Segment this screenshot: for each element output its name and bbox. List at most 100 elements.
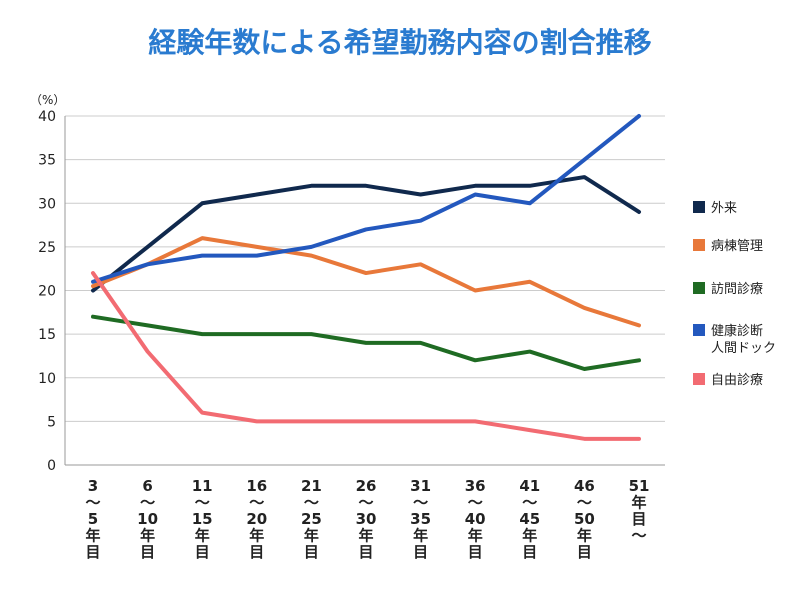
x-tick-label-part: 目 bbox=[577, 543, 592, 561]
x-tick-label-part: 目 bbox=[140, 543, 155, 561]
x-tick-label-part: 年 bbox=[631, 494, 646, 512]
series-line bbox=[91, 114, 641, 284]
x-tick-label-part: 〜 bbox=[195, 494, 210, 512]
x-tick-label-part: 目 bbox=[468, 543, 483, 561]
x-tick-label-part: 3 bbox=[88, 477, 98, 495]
chart-title: 経験年数による希望勤務内容の割合推移 bbox=[148, 26, 651, 59]
x-tick-label-part: 〜 bbox=[304, 494, 319, 512]
x-tick-label-part: 年 bbox=[522, 527, 537, 545]
x-tick-label: 6 〜 10 年目 bbox=[137, 477, 158, 561]
x-tick-label-part: 51 bbox=[629, 477, 650, 495]
x-tick-label-part: 50 bbox=[574, 510, 595, 528]
x-tick-label-part: 〜 bbox=[522, 494, 537, 512]
x-tick-label-part: 30 bbox=[356, 510, 377, 528]
legend-label: 外来 bbox=[711, 201, 737, 216]
x-tick-label-part: 年 bbox=[249, 527, 264, 545]
x-tick-label-part: 5 bbox=[88, 510, 98, 528]
x-tick-label-part: 40 bbox=[465, 510, 486, 528]
legend-label-line: 訪問診療 bbox=[711, 281, 763, 297]
x-tick-label: 26 〜 30 年目 bbox=[356, 477, 377, 561]
legend-label: 病棟管理 bbox=[711, 239, 763, 254]
series-line bbox=[91, 314, 641, 372]
x-tick-label-part: 年 bbox=[85, 527, 100, 545]
y-tick-label: 20 bbox=[38, 284, 56, 300]
x-tick-label-part: 20 bbox=[246, 510, 267, 528]
x-tick-label-part: 41 bbox=[519, 477, 540, 495]
x-tick-label-part: 〜 bbox=[413, 494, 428, 512]
x-tick-label-part: 目 bbox=[85, 543, 100, 561]
x-tick-label: 16 〜 20 年目 bbox=[246, 477, 267, 561]
x-tick-label-part: 45 bbox=[519, 510, 540, 528]
legend-label-line: 人間ドック bbox=[711, 341, 776, 356]
grid-lines bbox=[64, 115, 665, 466]
x-tick-label: 41 〜 45 年目 bbox=[519, 477, 540, 561]
x-tick-label-part: 35 bbox=[410, 510, 431, 528]
series-line bbox=[91, 271, 641, 441]
x-tick-label-part: 目 bbox=[413, 543, 428, 561]
series-line bbox=[91, 236, 641, 328]
series-line bbox=[91, 175, 641, 293]
x-tick-label-part: 〜 bbox=[249, 494, 264, 512]
y-tick-label: 5 bbox=[47, 414, 56, 430]
legend-label-line: 病棟管理 bbox=[711, 239, 763, 254]
x-tick-label-part: 目 bbox=[358, 543, 373, 561]
legend-label: 健康診断人間ドック bbox=[711, 323, 776, 356]
y-tick-label: 40 bbox=[38, 109, 56, 125]
legend-label-line: 自由診療 bbox=[711, 372, 763, 388]
legend-swatch bbox=[693, 324, 705, 336]
x-tick-label-part: 11 bbox=[192, 477, 213, 495]
x-tick-label-part: 〜 bbox=[631, 527, 646, 545]
y-tick-label: 25 bbox=[38, 240, 56, 256]
x-tick-label: 11 〜 15 年目 bbox=[192, 477, 213, 561]
x-tick-label-part: 目 bbox=[304, 543, 319, 561]
x-tick-label-part: 〜 bbox=[85, 494, 100, 512]
x-tick-label-part: 年 bbox=[468, 527, 483, 545]
x-tick-label-part: 16 bbox=[246, 477, 267, 495]
x-tick-label: 51 年目〜 bbox=[629, 477, 650, 545]
y-axis-ticks: 0 5 10 15 20 25 30 35 40 bbox=[38, 109, 56, 474]
x-tick-label-part: 21 bbox=[301, 477, 322, 495]
x-tick-label: 36 〜 40 年目 bbox=[465, 477, 486, 561]
y-tick-label: 35 bbox=[38, 153, 56, 169]
x-tick-label-part: 目 bbox=[195, 543, 210, 561]
legend-label: 訪問診療 bbox=[711, 281, 763, 297]
x-tick-label-part: 25 bbox=[301, 510, 322, 528]
x-tick-label-part: 46 bbox=[574, 477, 595, 495]
legend-swatch bbox=[693, 373, 705, 385]
x-tick-label-part: 年 bbox=[577, 527, 592, 545]
legend-swatch bbox=[693, 239, 705, 251]
x-tick-label-part: 〜 bbox=[577, 494, 592, 512]
y-axis-unit: （%） bbox=[30, 93, 65, 107]
legend-label-line: 健康診断 bbox=[711, 323, 763, 339]
x-tick-label-part: 〜 bbox=[140, 494, 155, 512]
x-tick-label-part: 〜 bbox=[358, 494, 373, 512]
x-tick-label-part: 36 bbox=[465, 477, 486, 495]
y-tick-label: 10 bbox=[38, 371, 56, 387]
x-tick-label-part: 目 bbox=[249, 543, 264, 561]
legend-swatch bbox=[693, 201, 705, 213]
x-tick-label-part: 6 bbox=[142, 477, 152, 495]
x-tick-label-part: 年 bbox=[195, 527, 210, 545]
x-tick-label: 31 〜 35 年目 bbox=[410, 477, 431, 561]
y-tick-label: 15 bbox=[38, 327, 56, 343]
x-tick-label-part: 31 bbox=[410, 477, 431, 495]
series-lines bbox=[91, 114, 641, 441]
legend-label-line: 外来 bbox=[711, 201, 737, 216]
x-tick-label: 3 〜 5 年目 bbox=[85, 477, 100, 561]
x-tick-label-part: 年 bbox=[140, 527, 155, 545]
x-tick-label: 21 〜 25 年目 bbox=[301, 477, 322, 561]
x-tick-label-part: 26 bbox=[356, 477, 377, 495]
y-tick-label: 30 bbox=[38, 196, 56, 212]
x-tick-label-part: 〜 bbox=[468, 494, 483, 512]
legend-label: 自由診療 bbox=[711, 372, 763, 388]
x-tick-label-part: 年 bbox=[358, 527, 373, 545]
x-tick-label-part: 目 bbox=[522, 543, 537, 561]
legend-swatch bbox=[693, 282, 705, 294]
x-tick-label-part: 10 bbox=[137, 510, 158, 528]
x-tick-label: 46 〜 50 年目 bbox=[574, 477, 595, 561]
x-tick-label-part: 年 bbox=[413, 527, 428, 545]
x-tick-label-part: 15 bbox=[192, 510, 213, 528]
